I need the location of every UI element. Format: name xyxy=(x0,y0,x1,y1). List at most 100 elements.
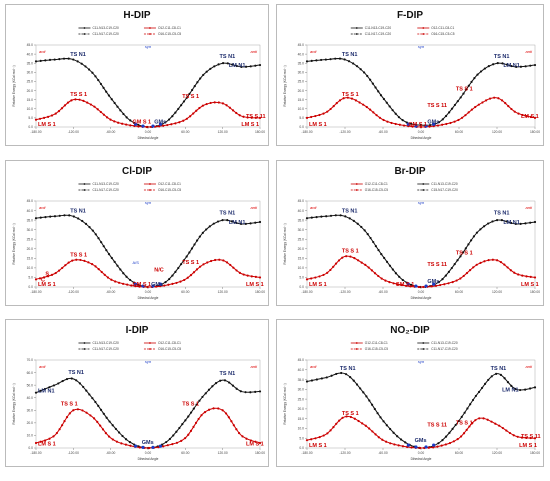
data-point xyxy=(224,412,228,415)
blue-point xyxy=(133,282,138,286)
data-point xyxy=(469,239,473,242)
data-point xyxy=(329,268,332,272)
region-label-anti-left: anti xyxy=(310,205,317,210)
y-tick-label: 0.0 xyxy=(299,446,304,450)
data-point xyxy=(483,382,487,385)
data-point xyxy=(48,437,51,440)
point-label: C xyxy=(41,277,45,283)
data-point xyxy=(529,221,532,224)
data-point xyxy=(111,438,114,441)
data-point xyxy=(117,281,121,284)
region-label-syn: syn xyxy=(418,44,425,49)
data-point xyxy=(190,247,194,250)
data-point xyxy=(48,58,52,62)
data-point xyxy=(42,276,46,279)
region-label-syn: syn xyxy=(145,44,152,49)
data-point xyxy=(105,90,108,93)
x-axis-label: Dihedral Angle xyxy=(138,296,159,300)
x-axis-label: Dihedral Angle xyxy=(138,457,159,461)
data-point xyxy=(465,88,468,91)
y-axis-label: Relative Energy (KCal mol⁻¹) xyxy=(12,383,16,424)
data-point xyxy=(320,377,323,380)
y-tick-label: 10.0 xyxy=(27,434,34,438)
data-point xyxy=(394,272,398,275)
data-point xyxy=(180,104,183,107)
data-point xyxy=(519,388,522,392)
data-point xyxy=(310,277,313,280)
data-point xyxy=(235,64,238,68)
data-point xyxy=(506,380,510,384)
data-point xyxy=(226,219,229,222)
blue-point xyxy=(141,124,145,128)
data-point xyxy=(376,412,379,415)
data-point xyxy=(374,433,377,436)
data-point xyxy=(105,249,108,252)
point-label: TS S 1 xyxy=(456,421,473,427)
data-point xyxy=(75,258,78,261)
data-point xyxy=(230,420,233,423)
point-label: TS S 11 xyxy=(427,103,447,109)
data-point xyxy=(362,391,365,394)
data-point xyxy=(205,70,208,73)
y-tick-label: 30.0 xyxy=(27,408,34,412)
data-point xyxy=(482,417,485,420)
data-point xyxy=(513,110,516,113)
data-point xyxy=(167,118,171,121)
data-point xyxy=(459,96,462,99)
data-point xyxy=(357,419,360,423)
y-tick-label: 45.0 xyxy=(298,199,305,203)
data-point xyxy=(46,275,50,278)
legend-marker xyxy=(422,189,425,191)
data-point xyxy=(99,408,103,411)
x-tick-label: 120.00 xyxy=(492,290,502,294)
data-point xyxy=(128,441,132,444)
data-point xyxy=(325,215,328,218)
data-point xyxy=(350,97,354,100)
data-point xyxy=(513,271,516,274)
data-point xyxy=(436,124,440,127)
data-point xyxy=(238,271,241,274)
data-point xyxy=(360,261,363,264)
data-point xyxy=(48,386,51,389)
x-tick-label: 120.00 xyxy=(492,130,502,134)
data-point xyxy=(102,113,105,116)
data-point xyxy=(503,263,506,266)
data-point xyxy=(189,411,193,414)
data-point xyxy=(129,119,132,122)
data-point xyxy=(496,62,499,65)
data-point xyxy=(197,417,200,421)
legend-entry: O16-C15-C5-C5 xyxy=(350,347,388,351)
data-point xyxy=(254,390,257,393)
point-label: TS N1 xyxy=(68,370,84,376)
legend-entry: C11-N13-C19-C20 xyxy=(417,182,458,186)
data-point xyxy=(124,443,128,446)
chart-title: F-DIP xyxy=(397,10,423,21)
data-point xyxy=(388,105,391,108)
point-label: GMs xyxy=(151,282,163,288)
data-point xyxy=(174,111,177,114)
data-point xyxy=(192,271,196,274)
data-point xyxy=(34,118,38,121)
data-point xyxy=(452,440,456,443)
point-label: TS N1 xyxy=(220,54,236,60)
data-point xyxy=(400,283,404,287)
y-tick-label: 20.0 xyxy=(298,247,305,251)
y-tick-label: 5.0 xyxy=(299,116,304,120)
data-point xyxy=(428,125,431,128)
data-point xyxy=(380,252,383,256)
data-point xyxy=(487,65,490,68)
blue-point xyxy=(424,124,428,128)
y-tick-label: 5.0 xyxy=(299,276,304,280)
data-point xyxy=(344,215,347,218)
data-point xyxy=(196,239,199,242)
data-point xyxy=(89,103,93,106)
data-point xyxy=(373,272,377,275)
data-point xyxy=(310,216,313,219)
data-point xyxy=(363,71,366,74)
y-tick-label: 40.0 xyxy=(298,368,305,372)
data-point xyxy=(99,424,102,427)
blue-point xyxy=(151,445,155,449)
data-point xyxy=(457,118,460,122)
data-point xyxy=(356,259,360,262)
data-point xyxy=(240,65,243,68)
